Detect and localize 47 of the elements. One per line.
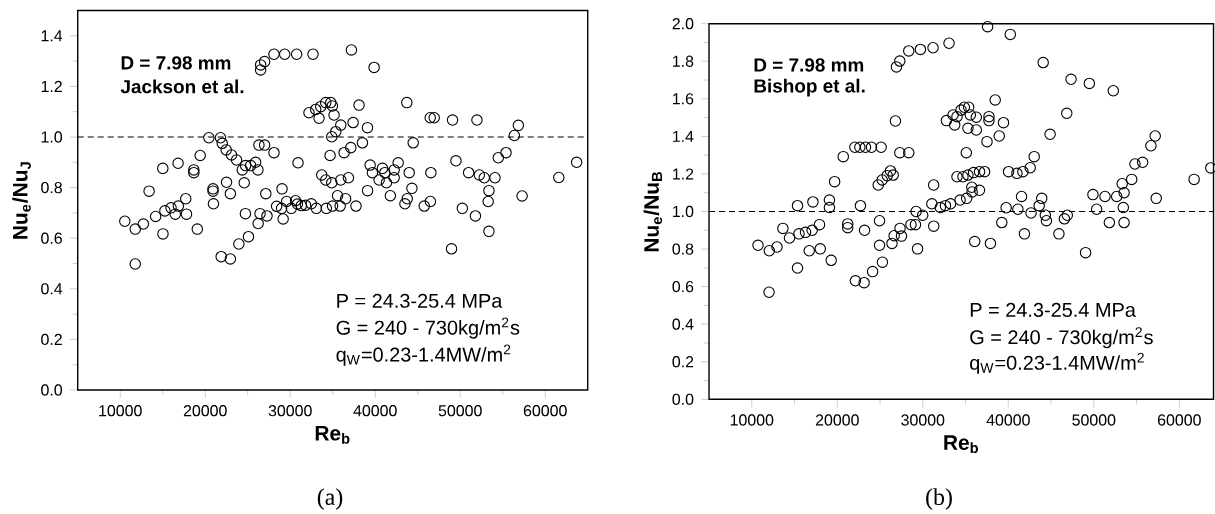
annotation: q$_{W}$=0.23-1.4MW/m$^{2}$: [970, 352, 1144, 374]
x-tick-label: 40000: [353, 405, 397, 417]
annotation: G = 240 - 730kg/m$^{2}$s: [970, 327, 1153, 349]
y-tick-label: 0.0: [41, 384, 63, 396]
y-tick-label: 1.4: [41, 30, 63, 42]
annotation: D = 7.98 mm: [754, 58, 864, 72]
y-tick-label: 0.4: [41, 283, 63, 295]
annotation: G = 240 - 730kg/m$^{2}$s: [336, 317, 520, 339]
annotation: Bishop et al.: [754, 78, 865, 97]
y-axis-title: Nu$_{e}$/Nu$_{J}$: [12, 162, 31, 239]
x-tick-label: 20000: [815, 414, 859, 426]
y-tick-label: 0.8: [672, 243, 694, 255]
x-tick-label: 30000: [901, 414, 945, 426]
y-tick-label: 0.4: [672, 318, 694, 330]
x-tick-label: 50000: [438, 405, 482, 417]
x-tick-label: 50000: [1072, 414, 1116, 426]
y-tick-label: 1.2: [673, 168, 694, 180]
x-tick-label: 60000: [523, 405, 567, 417]
annotation: D = 7.98 mm: [121, 56, 231, 70]
x-tick-label: 60000: [1157, 414, 1201, 426]
x-tick-label: 20000: [183, 405, 227, 417]
y-tick-label: 1.2: [41, 80, 62, 92]
annotation: P = 24.3-25.4 MPa: [970, 302, 1136, 317]
x-tick-label: 10000: [99, 405, 142, 417]
y-tick-label: 2.0: [672, 18, 694, 30]
y-tick-label: 0.6: [672, 280, 694, 293]
y-tick-label: 1.0: [673, 205, 694, 218]
x-tick-label: 10000: [730, 414, 774, 426]
y-tick-label: 0.2: [41, 333, 62, 346]
text: (a): [317, 488, 343, 510]
y-tick-label: 0.2: [672, 356, 694, 368]
y-tick-label: 0.0: [672, 393, 694, 405]
x-tick-label: 30000: [268, 405, 312, 417]
annotation: q$_{W}$=0.23-1.4MW/m$^{2}$: [336, 344, 511, 366]
y-axis-title: Nu$_{e}$/Nu$_{B}$: [643, 172, 663, 252]
annotation: Jackson et al.: [120, 79, 244, 94]
x-axis-title: Re$_{b}$: [944, 435, 979, 454]
y-tick-label: 0.6: [41, 232, 62, 244]
y-tick-label: 1.4: [673, 130, 694, 142]
y-tick-label: 1.6: [673, 93, 694, 105]
y-tick-label: 1.0: [41, 131, 63, 143]
x-tick-label: 40000: [986, 414, 1030, 426]
x-axis-title: Re$_{b}$: [315, 426, 350, 444]
annotation: P = 24.3-25.4 MPa: [337, 293, 503, 308]
text: (b): [926, 488, 952, 510]
y-tick-label: 0.8: [41, 181, 62, 194]
y-tick-label: 1.8: [673, 55, 694, 67]
